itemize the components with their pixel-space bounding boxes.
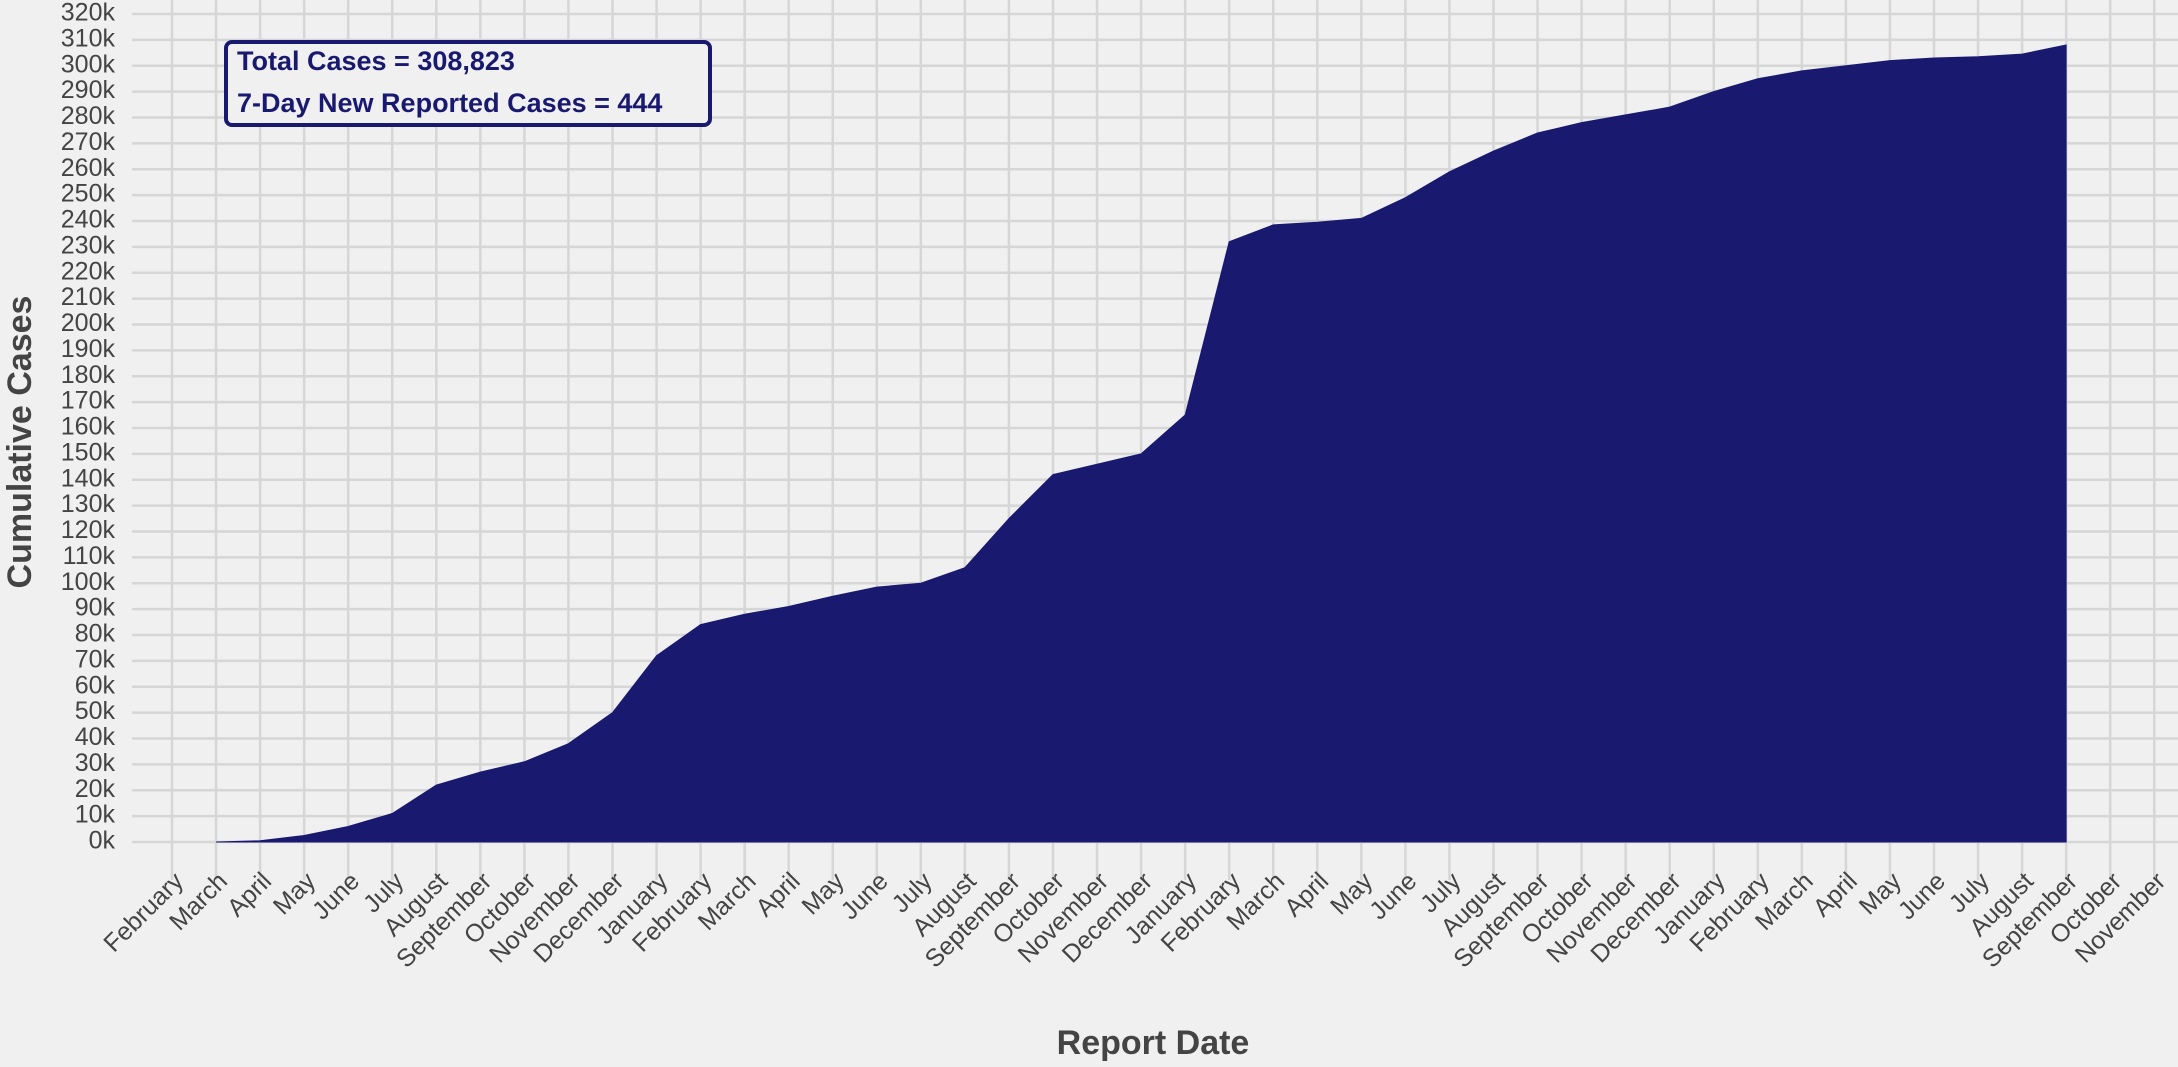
x-tick-label: June xyxy=(1364,867,1422,925)
y-tick-label: 150k xyxy=(61,438,116,466)
y-tick-label: 210k xyxy=(61,283,116,311)
annotation: Total Cases = 308,823 xyxy=(237,46,515,76)
y-tick-label: 70k xyxy=(75,645,116,673)
y-axis-title: Cumulative Cases xyxy=(1,296,39,589)
y-tick-label: 280k xyxy=(61,102,116,130)
y-tick-label: 120k xyxy=(61,516,116,544)
x-tick-label: April xyxy=(1808,867,1863,922)
plot xyxy=(216,44,2067,843)
y-tick-label: 290k xyxy=(61,76,116,104)
y-tick-label: 270k xyxy=(61,128,116,156)
y-tick-label: 110k xyxy=(63,542,116,570)
y-tick-label: 30k xyxy=(75,749,116,777)
annotation-box xyxy=(224,40,712,127)
x-tick-label: June xyxy=(836,867,894,925)
x-tick-label: April xyxy=(1279,867,1334,922)
y-tick-label: 50k xyxy=(75,697,116,725)
y-tick-label: 170k xyxy=(61,387,116,415)
y-tick-label: 140k xyxy=(61,464,116,492)
y-tick-label: 160k xyxy=(61,413,116,441)
x-tick-label: April xyxy=(750,867,805,922)
y-tick-label: 240k xyxy=(61,206,116,234)
y-tick-label: 90k xyxy=(75,594,116,622)
y-tick-label: 300k xyxy=(61,50,116,78)
y-tick-label: 100k xyxy=(61,568,116,596)
y-tick-label: 250k xyxy=(61,180,116,208)
area xyxy=(216,44,2067,843)
annotation: 7-Day New Reported Cases = 444 xyxy=(237,88,662,118)
y-tick-label: 180k xyxy=(61,361,116,389)
y-tick-label: 130k xyxy=(61,490,116,518)
y-tick-label: 0k xyxy=(89,827,116,855)
y-tick-label: 60k xyxy=(75,671,116,699)
y-tick-label: 260k xyxy=(61,154,116,182)
y-tick-label: 310k xyxy=(61,24,116,52)
y-tick-label: 320k xyxy=(61,0,116,27)
y-tick-label: 200k xyxy=(61,309,116,337)
x-tick-label: April xyxy=(222,867,277,922)
x-tick-label: June xyxy=(307,867,365,925)
y-tick-label: 40k xyxy=(75,723,116,751)
x-tick-label: June xyxy=(1893,867,1951,925)
y-tick-label: 220k xyxy=(61,257,116,285)
y-tick-label: 20k xyxy=(75,775,116,803)
y-tick-label: 80k xyxy=(75,620,116,648)
y-tick-label: 10k xyxy=(75,801,116,829)
y-tick-label: 190k xyxy=(61,335,116,363)
y-tick-label: 230k xyxy=(61,231,116,259)
x-axis-title: Report Date xyxy=(1057,1024,1250,1062)
